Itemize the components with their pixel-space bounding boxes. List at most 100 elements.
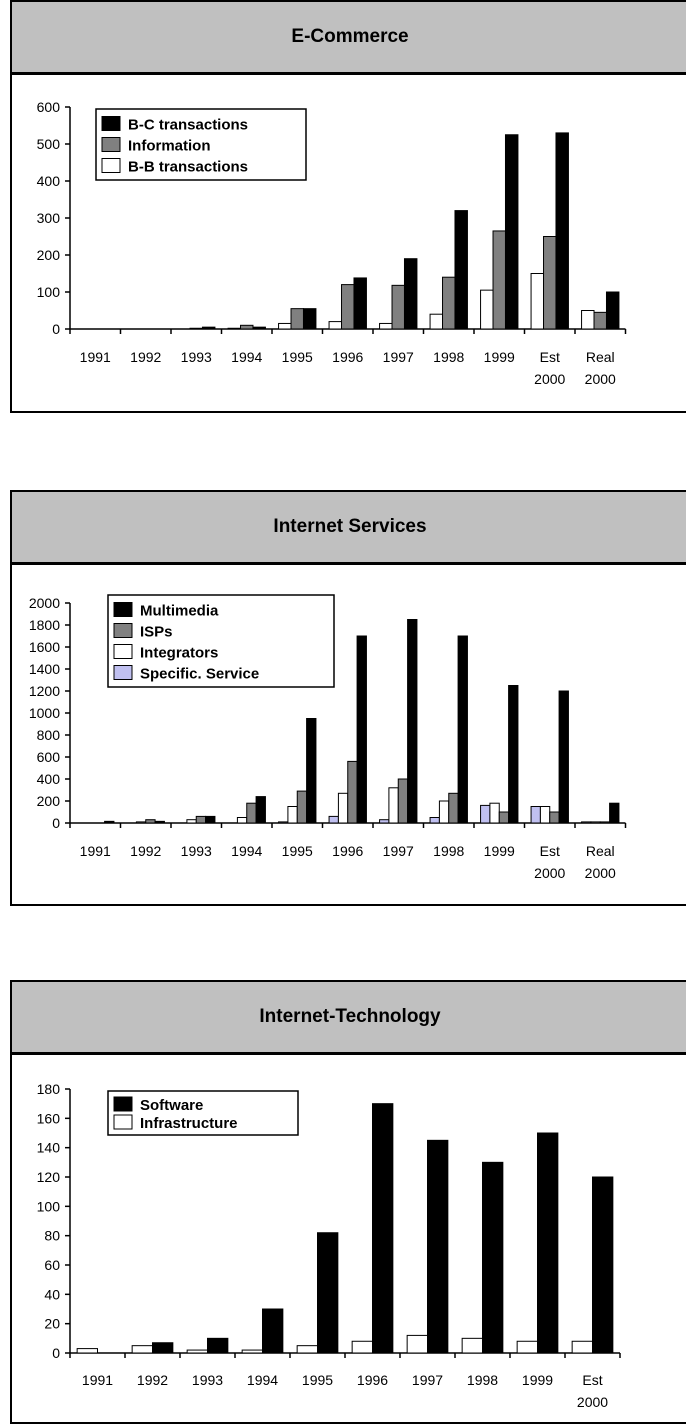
bar-b-b-transactions xyxy=(328,321,343,330)
x-category-label: 1993 xyxy=(181,843,212,859)
bar-infrastructure xyxy=(76,1348,99,1354)
x-category-label: 1998 xyxy=(467,1372,498,1388)
bar-b-b-transactions xyxy=(379,322,393,330)
bar-specific-service xyxy=(581,821,592,824)
bar-software xyxy=(537,1132,559,1354)
chart-2-title-bar: Internet Services xyxy=(10,490,686,564)
bar-b-b-transactions xyxy=(480,289,494,330)
bar-specific-service xyxy=(328,815,339,824)
bar-multimedia xyxy=(407,619,418,824)
y-tick-label: 20 xyxy=(44,1316,60,1332)
bar-multimedia xyxy=(104,820,115,824)
bar-software xyxy=(152,1342,174,1354)
bar-infrastructure xyxy=(186,1349,208,1354)
bar-specific-service xyxy=(429,817,440,824)
y-tick-label: 500 xyxy=(37,136,61,152)
bar-integrators xyxy=(236,817,248,824)
chart-3-plot: 0 20 40 60 80 100 120 140 160 180 1991 1992 1993 1994… xyxy=(37,1081,621,1410)
bar-software xyxy=(317,1232,339,1354)
bar-software xyxy=(207,1337,229,1354)
bar-information xyxy=(391,284,405,330)
x-category-label: 1996 xyxy=(332,843,363,859)
bar-isps xyxy=(448,792,459,824)
y-tick-label: 600 xyxy=(37,99,61,115)
y-tick-label: 400 xyxy=(37,173,61,189)
y-tick-label: 600 xyxy=(37,749,61,765)
bar-infrastructure xyxy=(461,1337,483,1354)
bar-software xyxy=(372,1103,394,1354)
bar-integrators xyxy=(287,806,298,824)
y-tick-label: 200 xyxy=(37,247,61,263)
bar-integrators xyxy=(337,792,349,824)
bar-b-c-transactions xyxy=(403,258,418,330)
bar-information xyxy=(543,236,557,330)
x-category-label: 2000 xyxy=(577,1394,608,1410)
x-category-label: Est xyxy=(582,1372,602,1388)
legend-label: Information xyxy=(128,138,211,155)
bar-infrastructure xyxy=(241,1349,263,1354)
bar-multimedia xyxy=(306,718,317,824)
x-category-label: 1995 xyxy=(282,349,313,365)
bar-integrators xyxy=(489,802,500,824)
chart-2-plot: 0 200 400 600 800 1000 1200 1400 1600 1800 2000 199… xyxy=(29,594,627,881)
bar-integrators xyxy=(590,821,601,824)
x-category-label: 2000 xyxy=(534,371,565,387)
legend-swatch xyxy=(113,665,133,680)
x-category-label: 1999 xyxy=(522,1372,553,1388)
x-category-label: 2000 xyxy=(585,865,616,881)
x-category-label: 2000 xyxy=(585,371,616,387)
y-tick-label: 0 xyxy=(52,1345,60,1361)
y-tick-label: 200 xyxy=(37,793,61,809)
x-category-label: Est xyxy=(540,843,560,859)
bar-b-c-transactions xyxy=(504,134,519,330)
y-tick-label: 1800 xyxy=(29,617,60,633)
y-tick-label: 1400 xyxy=(29,661,60,677)
bar-integrators xyxy=(186,819,197,824)
bar-b-b-transactions xyxy=(429,313,444,330)
legend-label: ISPs xyxy=(140,624,173,641)
legend-swatch xyxy=(113,602,133,617)
x-category-label: Real xyxy=(586,349,615,365)
y-tick-label: 1200 xyxy=(29,683,60,699)
bar-b-b-transactions xyxy=(227,327,242,330)
chart-1-panel: 0 100 200 300 400 500 600 1991 1992 1993 1994 1995 1… xyxy=(10,73,686,413)
bar-software xyxy=(427,1139,449,1354)
bar-b-c-transactions xyxy=(454,210,468,330)
bar-multimedia xyxy=(205,815,216,824)
legend-label: Integrators xyxy=(140,645,218,662)
x-category-label: 1999 xyxy=(484,843,515,859)
bar-information xyxy=(240,324,254,330)
legend-label: Software xyxy=(140,1097,203,1114)
bar-software xyxy=(262,1308,284,1354)
chart-3-title: Internet-Technology xyxy=(259,1006,441,1027)
legend-label: Specific. Service xyxy=(140,666,259,683)
bar-specific-service xyxy=(278,821,289,824)
chart-2-panel: 0 200 400 600 800 1000 1200 1400 1600 1800 2000 199… xyxy=(10,563,686,906)
chart-3-panel: 0 20 40 60 80 100 120 140 160 180 1991 1992 1993 1994… xyxy=(10,1053,686,1424)
legend-swatch xyxy=(101,137,121,152)
bar-integrators xyxy=(539,806,551,824)
legend-swatch xyxy=(113,1114,133,1130)
bar-b-c-transactions xyxy=(353,277,367,330)
y-tick-label: 100 xyxy=(37,1198,61,1214)
legend-swatch xyxy=(113,623,133,638)
legend-label: B-B transactions xyxy=(128,159,248,176)
bar-information xyxy=(492,230,506,330)
bar-infrastructure xyxy=(406,1334,428,1354)
bar-multimedia xyxy=(255,796,266,824)
bar-software xyxy=(482,1161,504,1354)
bar-information xyxy=(593,311,607,330)
y-tick-label: 160 xyxy=(37,1110,61,1126)
x-category-label: 1998 xyxy=(433,843,464,859)
bar-infrastructure xyxy=(516,1340,538,1354)
bar-b-c-transactions xyxy=(302,308,317,330)
bar-isps xyxy=(347,760,358,824)
bar-integrators xyxy=(135,821,147,824)
x-category-label: 1995 xyxy=(282,843,313,859)
y-tick-label: 80 xyxy=(44,1228,60,1244)
chart-3-title-bar: Internet-Technology xyxy=(10,980,686,1054)
y-tick-label: 1000 xyxy=(29,705,60,721)
x-category-label: 1998 xyxy=(433,349,464,365)
legend xyxy=(107,594,335,688)
bar-infrastructure xyxy=(296,1345,318,1354)
